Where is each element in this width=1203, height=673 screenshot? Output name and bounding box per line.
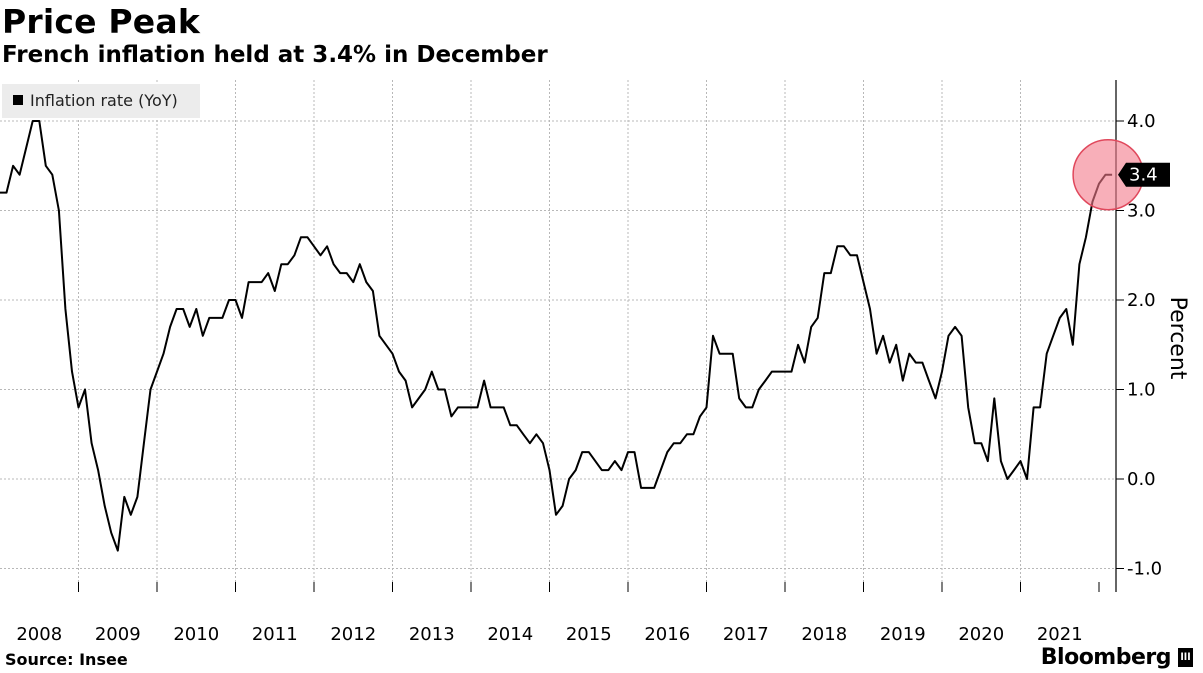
x-tick-label: 2014	[487, 624, 533, 645]
x-tick-label: 2010	[173, 624, 219, 645]
x-tick-label: 2021	[1037, 624, 1083, 645]
legend-swatch	[13, 95, 23, 105]
tick-labels: 4.0 3.0 2.0 1.0 0.0 -1.0 2008 2009 2010 2011 2012 2…	[16, 111, 1162, 645]
last-value-label: 3.4	[1129, 165, 1158, 186]
x-tick-label: 2013	[409, 624, 455, 645]
x-tick-label: 2020	[958, 624, 1004, 645]
brand-logo: Bloomberg	[1040, 645, 1172, 670]
grid-lines	[0, 80, 1116, 592]
x-tick-label: 2012	[330, 624, 376, 645]
y-axis-label: Percent	[1165, 297, 1190, 380]
x-tick-label: 2015	[566, 624, 612, 645]
y-tick-label: 4.0	[1127, 111, 1156, 132]
y-tick-label: 0.0	[1127, 469, 1156, 490]
x-tick-label: 2018	[801, 624, 847, 645]
y-tick-label: 2.0	[1127, 290, 1156, 311]
y-tick-label: -1.0	[1127, 559, 1162, 580]
y-tick-label: 1.0	[1127, 380, 1156, 401]
x-tick-label: 2016	[644, 624, 690, 645]
legend: Inflation rate (YoY)	[2, 84, 200, 118]
chart-title: Price Peak	[2, 2, 200, 41]
chart-subtitle: French inflation held at 3.4% in Decembe…	[2, 42, 548, 68]
source-note: Source: Insee	[5, 650, 128, 669]
x-tick-label: 2019	[880, 624, 926, 645]
x-tick-label: 2008	[16, 624, 62, 645]
y-tick-label: 3.0	[1127, 201, 1156, 222]
x-tick-label: 2011	[252, 624, 298, 645]
terminal-icon: lll	[1178, 648, 1193, 667]
legend-label: Inflation rate (YoY)	[30, 91, 178, 110]
last-value-tag: 3.4	[1118, 162, 1170, 187]
inflation-rate-line	[0, 120, 1113, 552]
x-tick-label: 2009	[95, 624, 141, 645]
x-tick-label: 2017	[723, 624, 769, 645]
last-value-tag-background	[1118, 162, 1170, 187]
